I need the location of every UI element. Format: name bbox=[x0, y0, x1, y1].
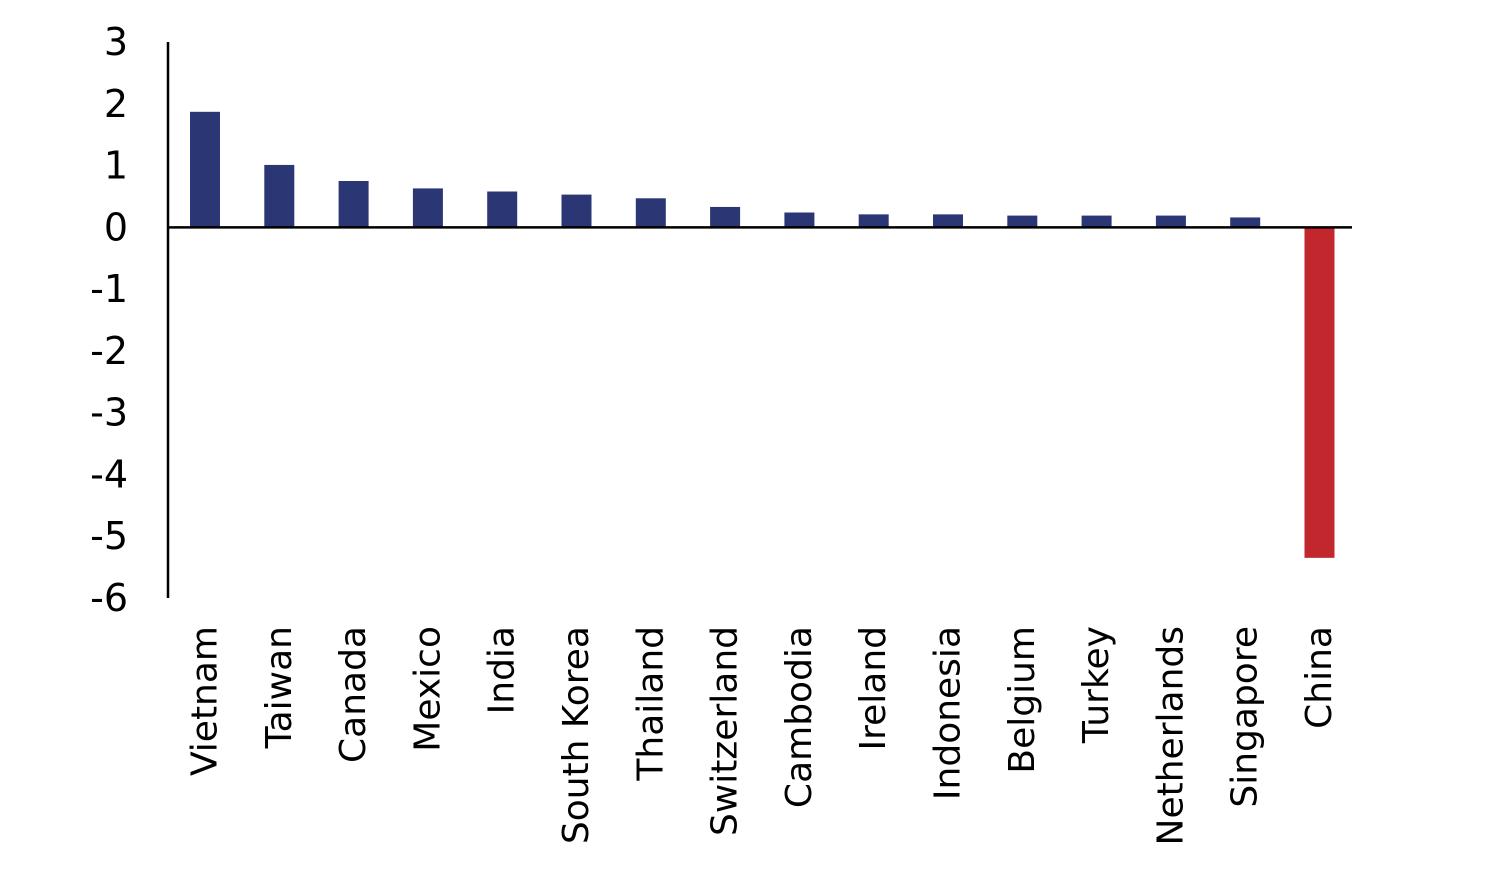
bar-singapore bbox=[1230, 217, 1261, 228]
bar-vietnam bbox=[190, 111, 220, 228]
x-tick-label-vietnam: Vietnam bbox=[185, 626, 226, 776]
y-tick-label: -4 bbox=[90, 452, 128, 496]
x-tick-label-cambodia: Cambodia bbox=[779, 626, 820, 808]
bar-turkey bbox=[1081, 215, 1112, 228]
y-tick-label: 0 bbox=[104, 205, 128, 249]
y-axis-ticks: 3 2 1 0 -1 -2 -3 -4 -5 -6 bbox=[90, 20, 128, 620]
bar-taiwan bbox=[264, 164, 295, 228]
bar-canada bbox=[338, 181, 369, 228]
y-tick-label: -1 bbox=[90, 267, 128, 311]
x-tick-label-ireland: Ireland bbox=[853, 626, 894, 751]
bar-thailand bbox=[635, 198, 666, 228]
x-tick-label-switzerland: Switzerland bbox=[705, 626, 746, 836]
x-axis-labels: Vietnam Taiwan Canada Mexico India South Kore… bbox=[185, 626, 1341, 845]
bar-switzerland bbox=[710, 206, 741, 228]
y-tick-label: -6 bbox=[90, 576, 128, 620]
x-tick-label-belgium: Belgium bbox=[1002, 626, 1043, 774]
x-tick-label-taiwan: Taiwan bbox=[259, 626, 300, 749]
x-tick-label-china: China bbox=[1299, 626, 1340, 729]
x-tick-label-canada: Canada bbox=[333, 626, 374, 763]
bar-cambodia bbox=[784, 212, 815, 228]
x-tick-label-india: India bbox=[482, 626, 523, 714]
x-tick-label-mexico: Mexico bbox=[407, 626, 448, 752]
x-tick-label-netherlands: Netherlands bbox=[1150, 626, 1191, 845]
x-tick-label-indonesia: Indonesia bbox=[928, 626, 969, 800]
x-tick-label-singapore: Singapore bbox=[1225, 626, 1266, 808]
y-tick-label: -2 bbox=[90, 329, 128, 373]
bar-belgium bbox=[1007, 215, 1038, 228]
bar-china bbox=[1304, 227, 1335, 558]
y-tick-label: -3 bbox=[90, 391, 128, 435]
bar-netherlands bbox=[1155, 215, 1186, 228]
x-tick-label-thailand: Thailand bbox=[630, 626, 671, 782]
bar-indonesia bbox=[933, 214, 963, 228]
y-tick-label: 2 bbox=[104, 82, 128, 126]
y-tick-label: 1 bbox=[104, 144, 128, 188]
bars bbox=[190, 111, 1335, 558]
bar-ireland bbox=[858, 214, 889, 228]
x-tick-label-south-korea: South Korea bbox=[556, 626, 597, 844]
y-tick-label: 3 bbox=[104, 20, 128, 64]
bar-mexico bbox=[412, 188, 443, 228]
x-tick-label-turkey: Turkey bbox=[1076, 626, 1117, 744]
bar-india bbox=[487, 191, 518, 228]
bar-south-korea bbox=[561, 194, 592, 228]
y-tick-label: -5 bbox=[90, 514, 128, 558]
